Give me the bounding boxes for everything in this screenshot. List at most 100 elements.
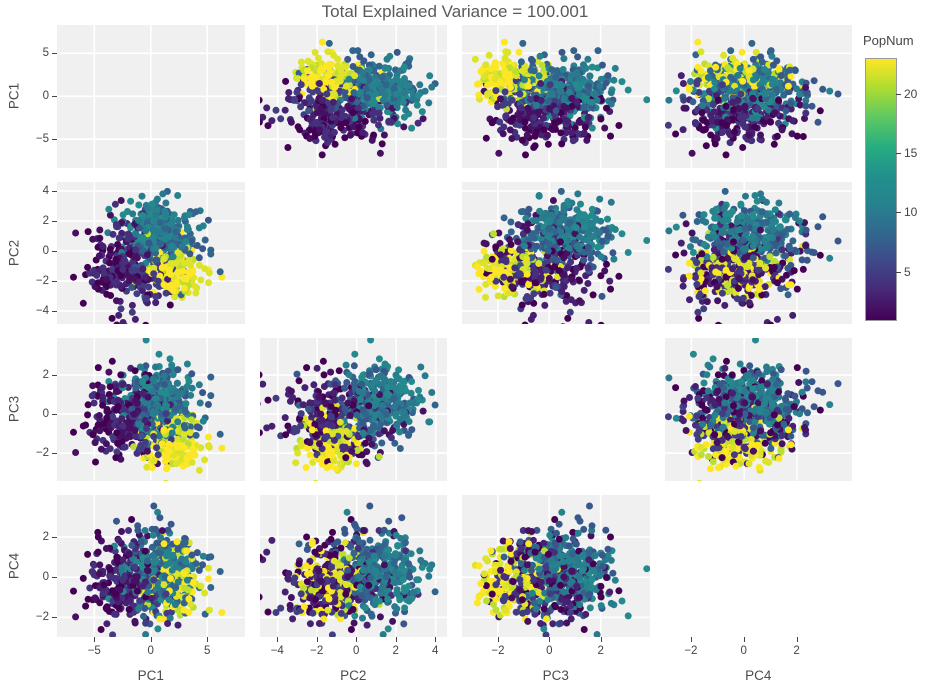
x-tick-label: 4 — [431, 645, 439, 657]
y-tick-label: 0 — [42, 244, 49, 257]
scatter-panel-PC1-vs-PC3[interactable] — [462, 25, 650, 168]
scatter-points-layer — [259, 38, 439, 159]
y-tick-label: 2 — [42, 214, 49, 227]
scatter-points-layer — [471, 502, 650, 637]
y-tick-label: 0 — [42, 408, 49, 421]
x-tick-mark — [316, 637, 318, 642]
panel-canvas — [462, 494, 650, 637]
x-tick-mark — [690, 637, 692, 642]
scatter-panel-PC1-vs-PC2[interactable] — [259, 25, 447, 168]
colorbar-tick-mark — [896, 271, 901, 273]
y-axis-title-pc2: PC2 — [6, 239, 22, 266]
panel-canvas — [462, 25, 650, 168]
x-tick-label: 2 — [392, 645, 399, 657]
panel-canvas — [259, 494, 447, 637]
x-axis-title-pc1: PC1 — [137, 668, 164, 683]
colorbar-tick-mark — [896, 93, 901, 95]
scatter-panel-PC4-vs-PC3[interactable] — [462, 494, 650, 637]
x-tick-mark — [600, 637, 602, 642]
scatter-points-layer — [664, 338, 841, 481]
panel-canvas — [462, 181, 650, 324]
x-tick-mark — [497, 637, 499, 642]
x-tick-label: 0 — [147, 645, 154, 657]
y-tick-mark — [52, 280, 57, 282]
x-tick-mark — [549, 637, 551, 642]
scatter-points-layer — [70, 338, 226, 481]
scatter-points-layer — [471, 187, 650, 324]
x-tick-label: −2 — [310, 645, 324, 657]
colorbar-tick-mark — [896, 152, 901, 154]
y-tick-label: −5 — [35, 133, 49, 146]
colorbar-tick-label: 5 — [904, 264, 911, 279]
scatter-panel-PC3-vs-PC4[interactable] — [664, 338, 852, 481]
y-tick-mark — [52, 453, 57, 455]
x-axis-title-pc2: PC2 — [340, 668, 367, 683]
colorbar-tick-label: 15 — [904, 145, 918, 160]
x-tick-mark — [356, 637, 358, 642]
panel-canvas — [259, 338, 447, 481]
scatter-points-layer — [70, 502, 226, 637]
chart-title: Total Explained Variance = 100.001 — [321, 2, 589, 21]
colorbar-tick-label: 20 — [904, 86, 918, 101]
y-tick-label: 5 — [42, 47, 49, 60]
panel-canvas — [259, 25, 447, 168]
y-tick-label: −2 — [35, 274, 49, 287]
colorbar-tick-mark — [896, 212, 901, 214]
x-tick-mark — [94, 637, 96, 642]
y-tick-mark — [52, 250, 57, 252]
y-tick-label: −4 — [35, 304, 49, 317]
x-tick-label: 0 — [353, 645, 360, 657]
x-axis-title-pc3: PC3 — [542, 668, 569, 683]
x-tick-mark — [743, 637, 745, 642]
scatter-panel-PC2-vs-PC1[interactable] — [57, 181, 245, 324]
x-tick-label: 2 — [597, 645, 604, 657]
panel-canvas — [57, 181, 245, 324]
empty-panel-PC1[interactable] — [57, 25, 245, 168]
y-tick-label: −2 — [35, 610, 49, 623]
scatter-panel-PC2-vs-PC3[interactable] — [462, 181, 650, 324]
y-tick-mark — [52, 310, 57, 312]
panel-canvas — [57, 338, 245, 481]
x-tick-label: 0 — [740, 645, 747, 657]
scatter-points-layer — [259, 502, 439, 637]
x-tick-label: −4 — [270, 645, 284, 657]
y-tick-mark — [52, 53, 57, 55]
panel-canvas — [664, 181, 852, 324]
x-tick-label: 2 — [793, 645, 800, 657]
panel-canvas — [57, 494, 245, 637]
x-axis-title-pc4: PC4 — [745, 668, 772, 683]
y-tick-mark — [52, 414, 57, 416]
y-tick-label: −2 — [35, 447, 49, 460]
y-axis-title-pc4: PC4 — [6, 552, 22, 579]
y-tick-mark — [52, 576, 57, 578]
scatter-panel-PC4-vs-PC2[interactable] — [259, 494, 447, 637]
gridlines — [57, 25, 245, 168]
y-tick-mark — [52, 96, 57, 98]
panel-canvas — [664, 25, 852, 168]
colorbar-title: PopNum — [863, 33, 914, 48]
x-tick-label: −2 — [684, 645, 698, 657]
scatter-panel-PC3-vs-PC1[interactable] — [57, 338, 245, 481]
scatter-panel-PC4-vs-PC1[interactable] — [57, 494, 245, 637]
x-tick-mark — [796, 637, 798, 642]
x-tick-label: −5 — [87, 645, 101, 657]
scatter-panel-PC2-vs-PC4[interactable] — [664, 181, 852, 324]
colorbar-gradient — [865, 58, 897, 321]
x-tick-label: −2 — [491, 645, 505, 657]
scatter-points-layer — [664, 38, 841, 159]
y-tick-mark — [52, 190, 57, 192]
y-tick-label: 2 — [42, 369, 49, 382]
scatter-points-layer — [471, 38, 650, 159]
y-tick-label: 2 — [42, 530, 49, 543]
scatter-points-layer — [664, 187, 841, 324]
x-tick-mark — [277, 637, 279, 642]
scatter-panel-PC3-vs-PC2[interactable] — [259, 338, 447, 481]
y-tick-label: 0 — [42, 90, 49, 103]
y-axis-title-pc3: PC3 — [6, 396, 22, 423]
panel-canvas — [57, 25, 245, 168]
scatter-panel-PC1-vs-PC4[interactable] — [664, 25, 852, 168]
y-tick-mark — [52, 220, 57, 222]
panel-canvas — [664, 338, 852, 481]
colorbar-tick-label: 10 — [904, 205, 918, 220]
